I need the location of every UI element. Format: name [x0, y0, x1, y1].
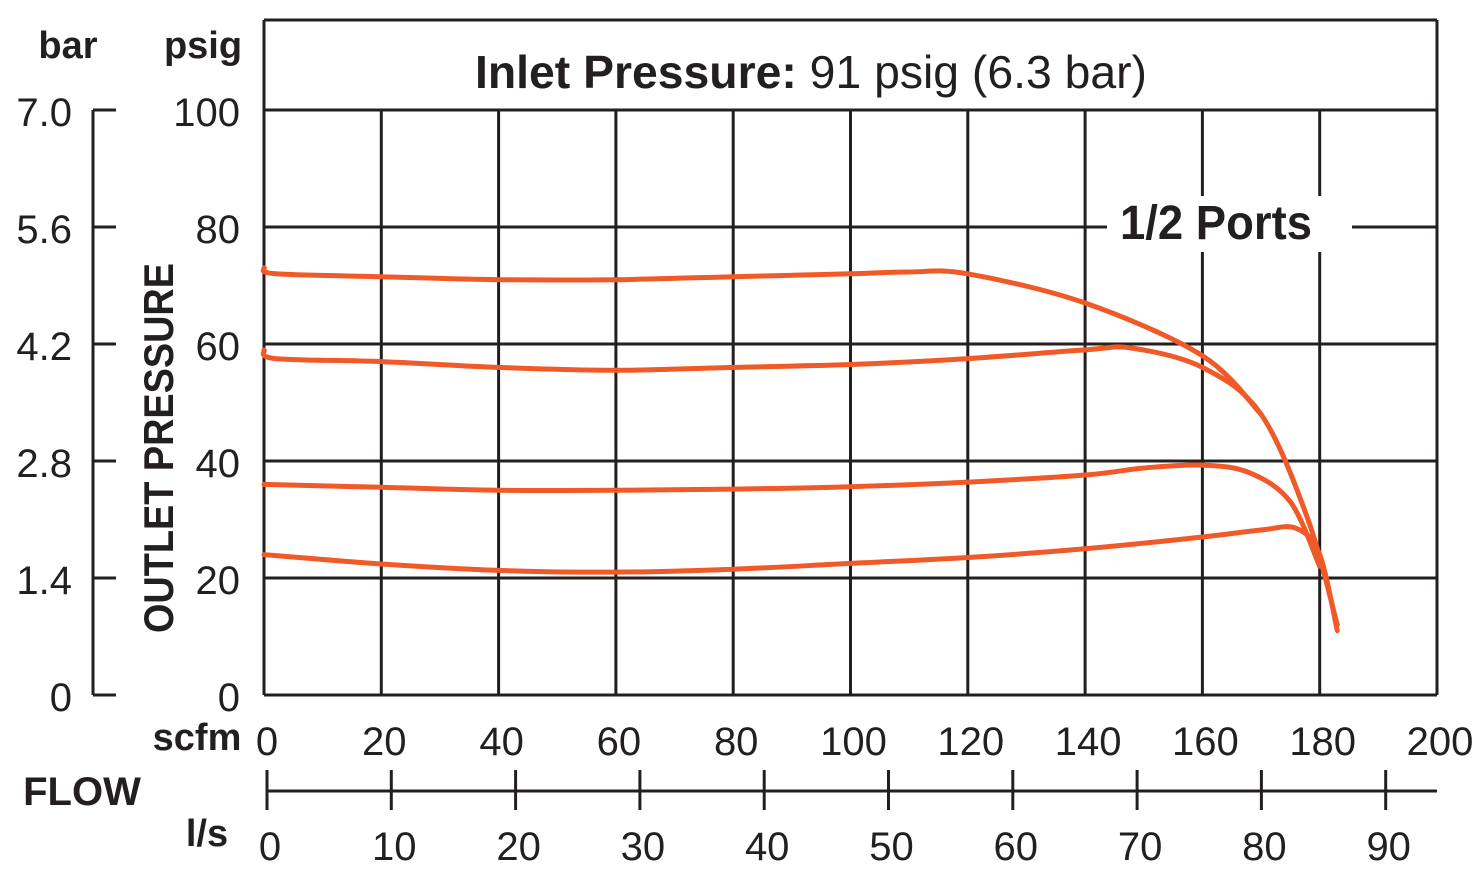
ls-tick-label: 40 [745, 825, 790, 869]
scfm-unit-label: scfm [153, 717, 242, 759]
psig-tick-label: 40 [196, 442, 241, 486]
scfm-tick-label: 0 [256, 720, 278, 764]
psig-tick-label: 60 [196, 325, 241, 369]
ls-tick-label: 80 [1242, 825, 1287, 869]
scfm-tick-label: 160 [1172, 720, 1239, 764]
psig-tick-label: 100 [173, 91, 240, 135]
ls-tick-label: 60 [994, 825, 1039, 869]
ls-axis: 0 10 20 30 40 50 60 70 80 90 [259, 770, 1437, 869]
bar-tick-label: 5.6 [16, 208, 72, 252]
psig-tick-label: 20 [196, 559, 241, 603]
pressure-curve-3 [261, 462, 1323, 569]
scfm-tick-label: 120 [937, 720, 1004, 764]
pressure-curve-1 [260, 265, 1264, 417]
y-axis-title: OUTLET PRESSURE [135, 263, 182, 633]
scfm-tick-label: 20 [362, 720, 407, 764]
curve-group [260, 265, 1340, 634]
scfm-tick-label: 200 [1407, 720, 1474, 764]
ls-tick-label: 10 [372, 825, 417, 869]
scfm-tick-label: 180 [1289, 720, 1356, 764]
pressure-curve-2 [260, 344, 1340, 628]
ls-unit-label: l/s [186, 813, 228, 855]
bar-axis: 0 1.4 2.8 4.2 5.6 7.0 [16, 91, 116, 720]
bar-tick-label: 0 [50, 676, 72, 720]
port-size-label: 1/2 Ports [1120, 197, 1312, 250]
psig-axis-labels: 0 20 40 60 80 100 [173, 91, 240, 720]
bar-unit-label: bar [38, 25, 97, 67]
psig-tick-label: 80 [196, 208, 241, 252]
bar-tick-label: 2.8 [16, 442, 72, 486]
ls-tick-label: 70 [1118, 825, 1163, 869]
ls-tick-label: 90 [1366, 825, 1411, 869]
scfm-tick-label: 40 [479, 720, 524, 764]
inlet-pressure-label: Inlet Pressure: [475, 46, 797, 98]
scfm-tick-label: 140 [1055, 720, 1122, 764]
chart-title: Inlet Pressure: 91 psig (6.3 bar) [475, 46, 1147, 98]
annotation-background [1107, 196, 1352, 252]
port-annotation: 1/2 Ports [1107, 196, 1352, 252]
scfm-tick-label: 80 [714, 720, 759, 764]
bar-tick-label: 1.4 [16, 559, 72, 603]
ls-tick-label: 0 [259, 825, 281, 869]
ls-tick-label: 50 [869, 825, 914, 869]
flow-title: FLOW [23, 770, 141, 814]
title-box: Inlet Pressure: 91 psig (6.3 bar) [262, 18, 1439, 110]
ls-tick-label: 20 [496, 825, 541, 869]
bar-tick-label: 4.2 [16, 325, 72, 369]
scfm-axis-labels: 0 20 40 60 80 100 120 140 160 180 200 [256, 720, 1474, 764]
bar-tick-label: 7.0 [16, 91, 72, 135]
inlet-pressure-value: 91 psig (6.3 bar) [797, 46, 1147, 98]
psig-tick-label: 0 [218, 676, 240, 720]
ls-tick-label: 30 [621, 825, 666, 869]
psig-unit-label: psig [164, 25, 242, 67]
scfm-tick-label: 60 [597, 720, 642, 764]
pressure-curve-4 [261, 524, 1340, 634]
scfm-tick-label: 100 [820, 720, 887, 764]
